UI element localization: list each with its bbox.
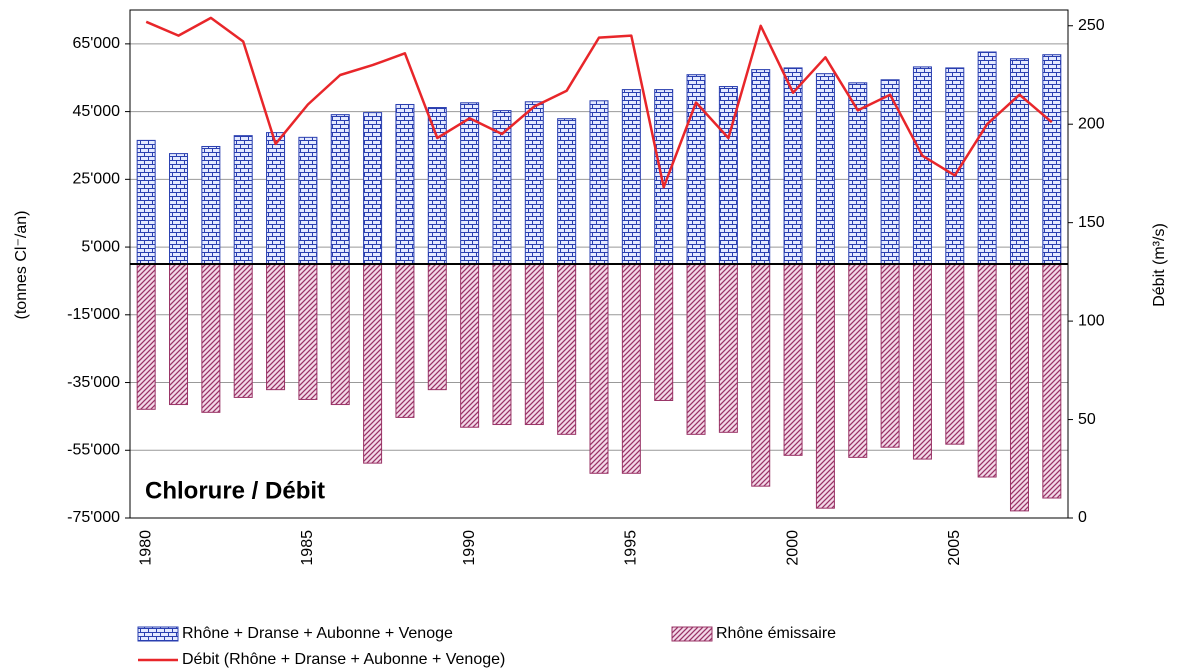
y2-tick-label: 150: [1078, 214, 1105, 231]
bar: [266, 132, 286, 265]
bar: [945, 263, 965, 445]
bar: [557, 263, 577, 435]
x-tick-label: 1990: [461, 530, 478, 566]
bar: [654, 89, 674, 265]
bar: [1009, 58, 1029, 265]
y-axis-title: (tonnes Cl⁻/an): [13, 211, 30, 320]
bar: [524, 101, 544, 265]
bar: [427, 263, 447, 391]
y-tick-label: -35'000: [67, 374, 120, 391]
y2-tick-label: 0: [1078, 509, 1087, 526]
y2-axis-title: Débit (m³/s): [1151, 223, 1168, 307]
y-tick-label: 5'000: [81, 238, 120, 255]
bar: [169, 153, 189, 265]
bar: [169, 263, 189, 406]
y-tick-label: 25'000: [72, 171, 120, 188]
bar: [751, 69, 771, 265]
bar: [1042, 263, 1062, 499]
bar: [330, 263, 350, 406]
bar: [266, 263, 286, 391]
bar: [654, 263, 674, 401]
bar: [557, 118, 577, 265]
y2-tick-label: 100: [1078, 312, 1105, 329]
bar: [783, 67, 803, 265]
bar: [298, 263, 318, 400]
bar: [201, 145, 221, 265]
annotation: Chlorure / Débit: [145, 477, 325, 504]
bar: [589, 100, 609, 265]
bar: [977, 263, 997, 478]
bar: [233, 263, 253, 398]
bar: [136, 263, 156, 410]
legend-label: Rhône émissaire: [716, 625, 836, 642]
bar: [233, 135, 253, 265]
y-tick-label: 65'000: [72, 35, 120, 52]
bar: [363, 263, 383, 464]
bar: [201, 263, 221, 413]
bar: [395, 263, 415, 418]
bar: [977, 51, 997, 265]
x-tick-label: 2000: [784, 530, 801, 566]
y2-tick-label: 200: [1078, 115, 1105, 132]
y-tick-label: -15'000: [67, 306, 120, 323]
bar: [912, 263, 932, 460]
bar: [492, 263, 512, 426]
bar: [815, 73, 835, 265]
bar: [880, 263, 900, 448]
y2-tick-label: 250: [1078, 17, 1105, 34]
bar: [848, 263, 868, 458]
bar: [298, 136, 318, 265]
y-tick-label: -55'000: [67, 441, 120, 458]
x-tick-label: 1980: [137, 530, 154, 566]
bar: [751, 263, 771, 487]
bar: [621, 89, 641, 265]
legend-swatch: [137, 626, 179, 642]
bar: [395, 103, 415, 265]
bar: [912, 66, 932, 265]
line: [145, 16, 1053, 189]
y2-tick-label: 50: [1078, 411, 1096, 428]
bar: [1042, 54, 1062, 265]
bar: [718, 263, 738, 433]
bar: [815, 263, 835, 509]
y-tick-label: 45'000: [72, 103, 120, 120]
legend-label: Rhône + Dranse + Aubonne + Venoge: [182, 625, 453, 642]
y-tick-label: -75'000: [67, 509, 120, 526]
bar: [363, 112, 383, 265]
x-tick-label: 2005: [946, 530, 963, 566]
x-tick-label: 1995: [623, 530, 640, 566]
x-tick-label: 1985: [299, 530, 316, 566]
bar: [460, 263, 480, 428]
bar: [621, 263, 641, 474]
bar: [460, 102, 480, 265]
legend-swatch: [671, 626, 713, 642]
bar: [524, 263, 544, 426]
legend-label: Débit (Rhône + Dranse + Aubonne + Venoge…: [182, 651, 505, 668]
bar: [783, 263, 803, 456]
bar: [427, 107, 447, 265]
bar: [136, 139, 156, 265]
bar: [686, 263, 706, 435]
bar: [589, 263, 609, 474]
bar: [1009, 263, 1029, 512]
bar: [330, 114, 350, 265]
